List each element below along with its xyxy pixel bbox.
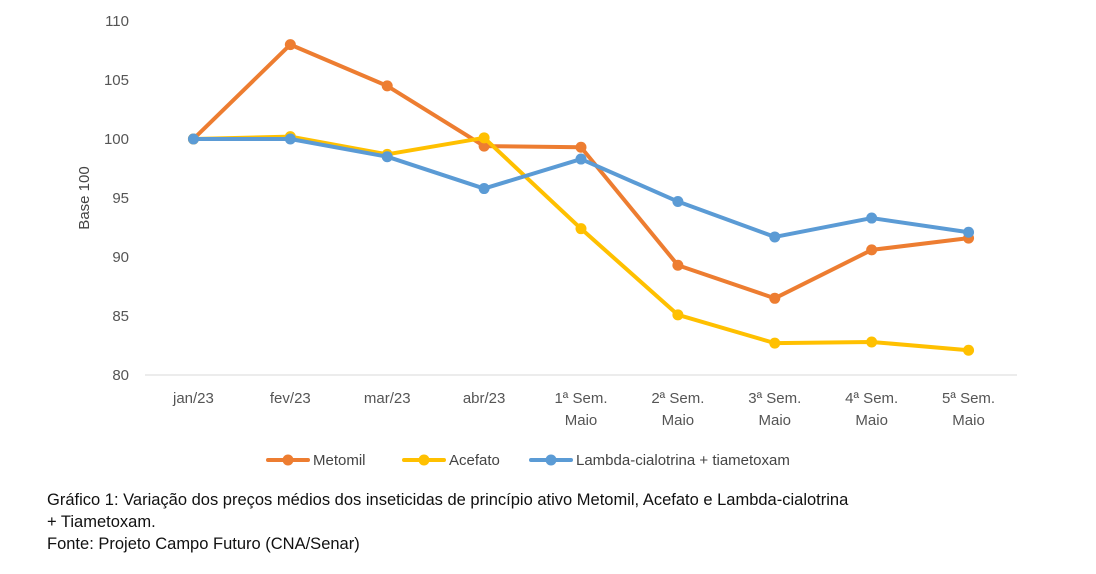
data-point [575, 141, 587, 153]
data-point [284, 133, 296, 145]
x-tick-label: 4ª Sem. [845, 390, 898, 407]
y-tick-label: 85 [112, 308, 129, 325]
x-tick-label: Maio [565, 412, 598, 429]
data-point [381, 151, 393, 163]
data-point [672, 259, 684, 271]
data-point [866, 336, 878, 348]
y-tick-label: 90 [112, 249, 129, 266]
data-point [963, 344, 975, 356]
data-point [769, 337, 781, 349]
legend-label-2: Acefato [449, 452, 500, 469]
data-point [672, 196, 684, 208]
y-tick-label: 95 [112, 190, 129, 207]
x-tick-label: Maio [759, 412, 792, 429]
caption-line-1: Gráfico 1: Variação dos preços médios do… [47, 491, 849, 509]
x-tick-label: Maio [855, 412, 888, 429]
data-point [769, 292, 781, 304]
y-tick-label: 105 [104, 72, 129, 89]
data-point [866, 244, 878, 256]
x-tick-label: mar/23 [364, 390, 411, 407]
data-point [284, 39, 296, 51]
legend-marker-2 [418, 454, 430, 466]
x-tick-label: Maio [952, 412, 985, 429]
x-tick-label: 5ª Sem. [942, 390, 995, 407]
x-tick-label: 1ª Sem. [554, 390, 607, 407]
caption-line-2: + Tiametoxam. [47, 513, 156, 531]
x-tick-label: 2ª Sem. [651, 390, 704, 407]
y-tick-label: 110 [105, 13, 129, 30]
line-chart: 80 85 90 95 100 105 110 Base 100 jan/23 fev/23 mar… [76, 13, 1017, 469]
legend-marker-3 [545, 454, 557, 466]
data-point [963, 226, 975, 238]
y-tick-label: 100 [104, 131, 129, 148]
data-point [575, 223, 587, 235]
series-line-2 [191, 134, 971, 353]
y-axis-title: Base 100 [76, 166, 93, 229]
figure-caption: Gráfico 1: Variação dos preços médios do… [47, 489, 1057, 555]
data-point [381, 80, 393, 92]
data-point [187, 133, 199, 145]
x-tick-label: 3ª Sem. [748, 390, 801, 407]
data-point [478, 132, 490, 144]
caption-source: Fonte: Projeto Campo Futuro (CNA/Senar) [47, 535, 360, 553]
x-tick-label: jan/23 [172, 390, 214, 407]
legend-marker-1 [282, 454, 294, 466]
x-tick-label: Maio [662, 412, 695, 429]
data-point [478, 183, 490, 195]
y-tick-label: 80 [112, 367, 129, 384]
chart-svg: 80 85 90 95 100 105 110 Base 100 jan/23 fev/23 mar… [76, 13, 1017, 469]
data-point [672, 309, 684, 321]
data-point [866, 212, 878, 224]
legend-label-1: Metomil [313, 452, 366, 469]
series-line-1 [191, 42, 971, 301]
legend-label-3: Lambda-cialotrina + tiametoxam [576, 452, 790, 469]
data-point [478, 140, 490, 152]
x-tick-label: abr/23 [463, 390, 506, 407]
x-tick-label: fev/23 [270, 390, 311, 407]
data-point [769, 231, 781, 243]
data-point [575, 153, 587, 165]
